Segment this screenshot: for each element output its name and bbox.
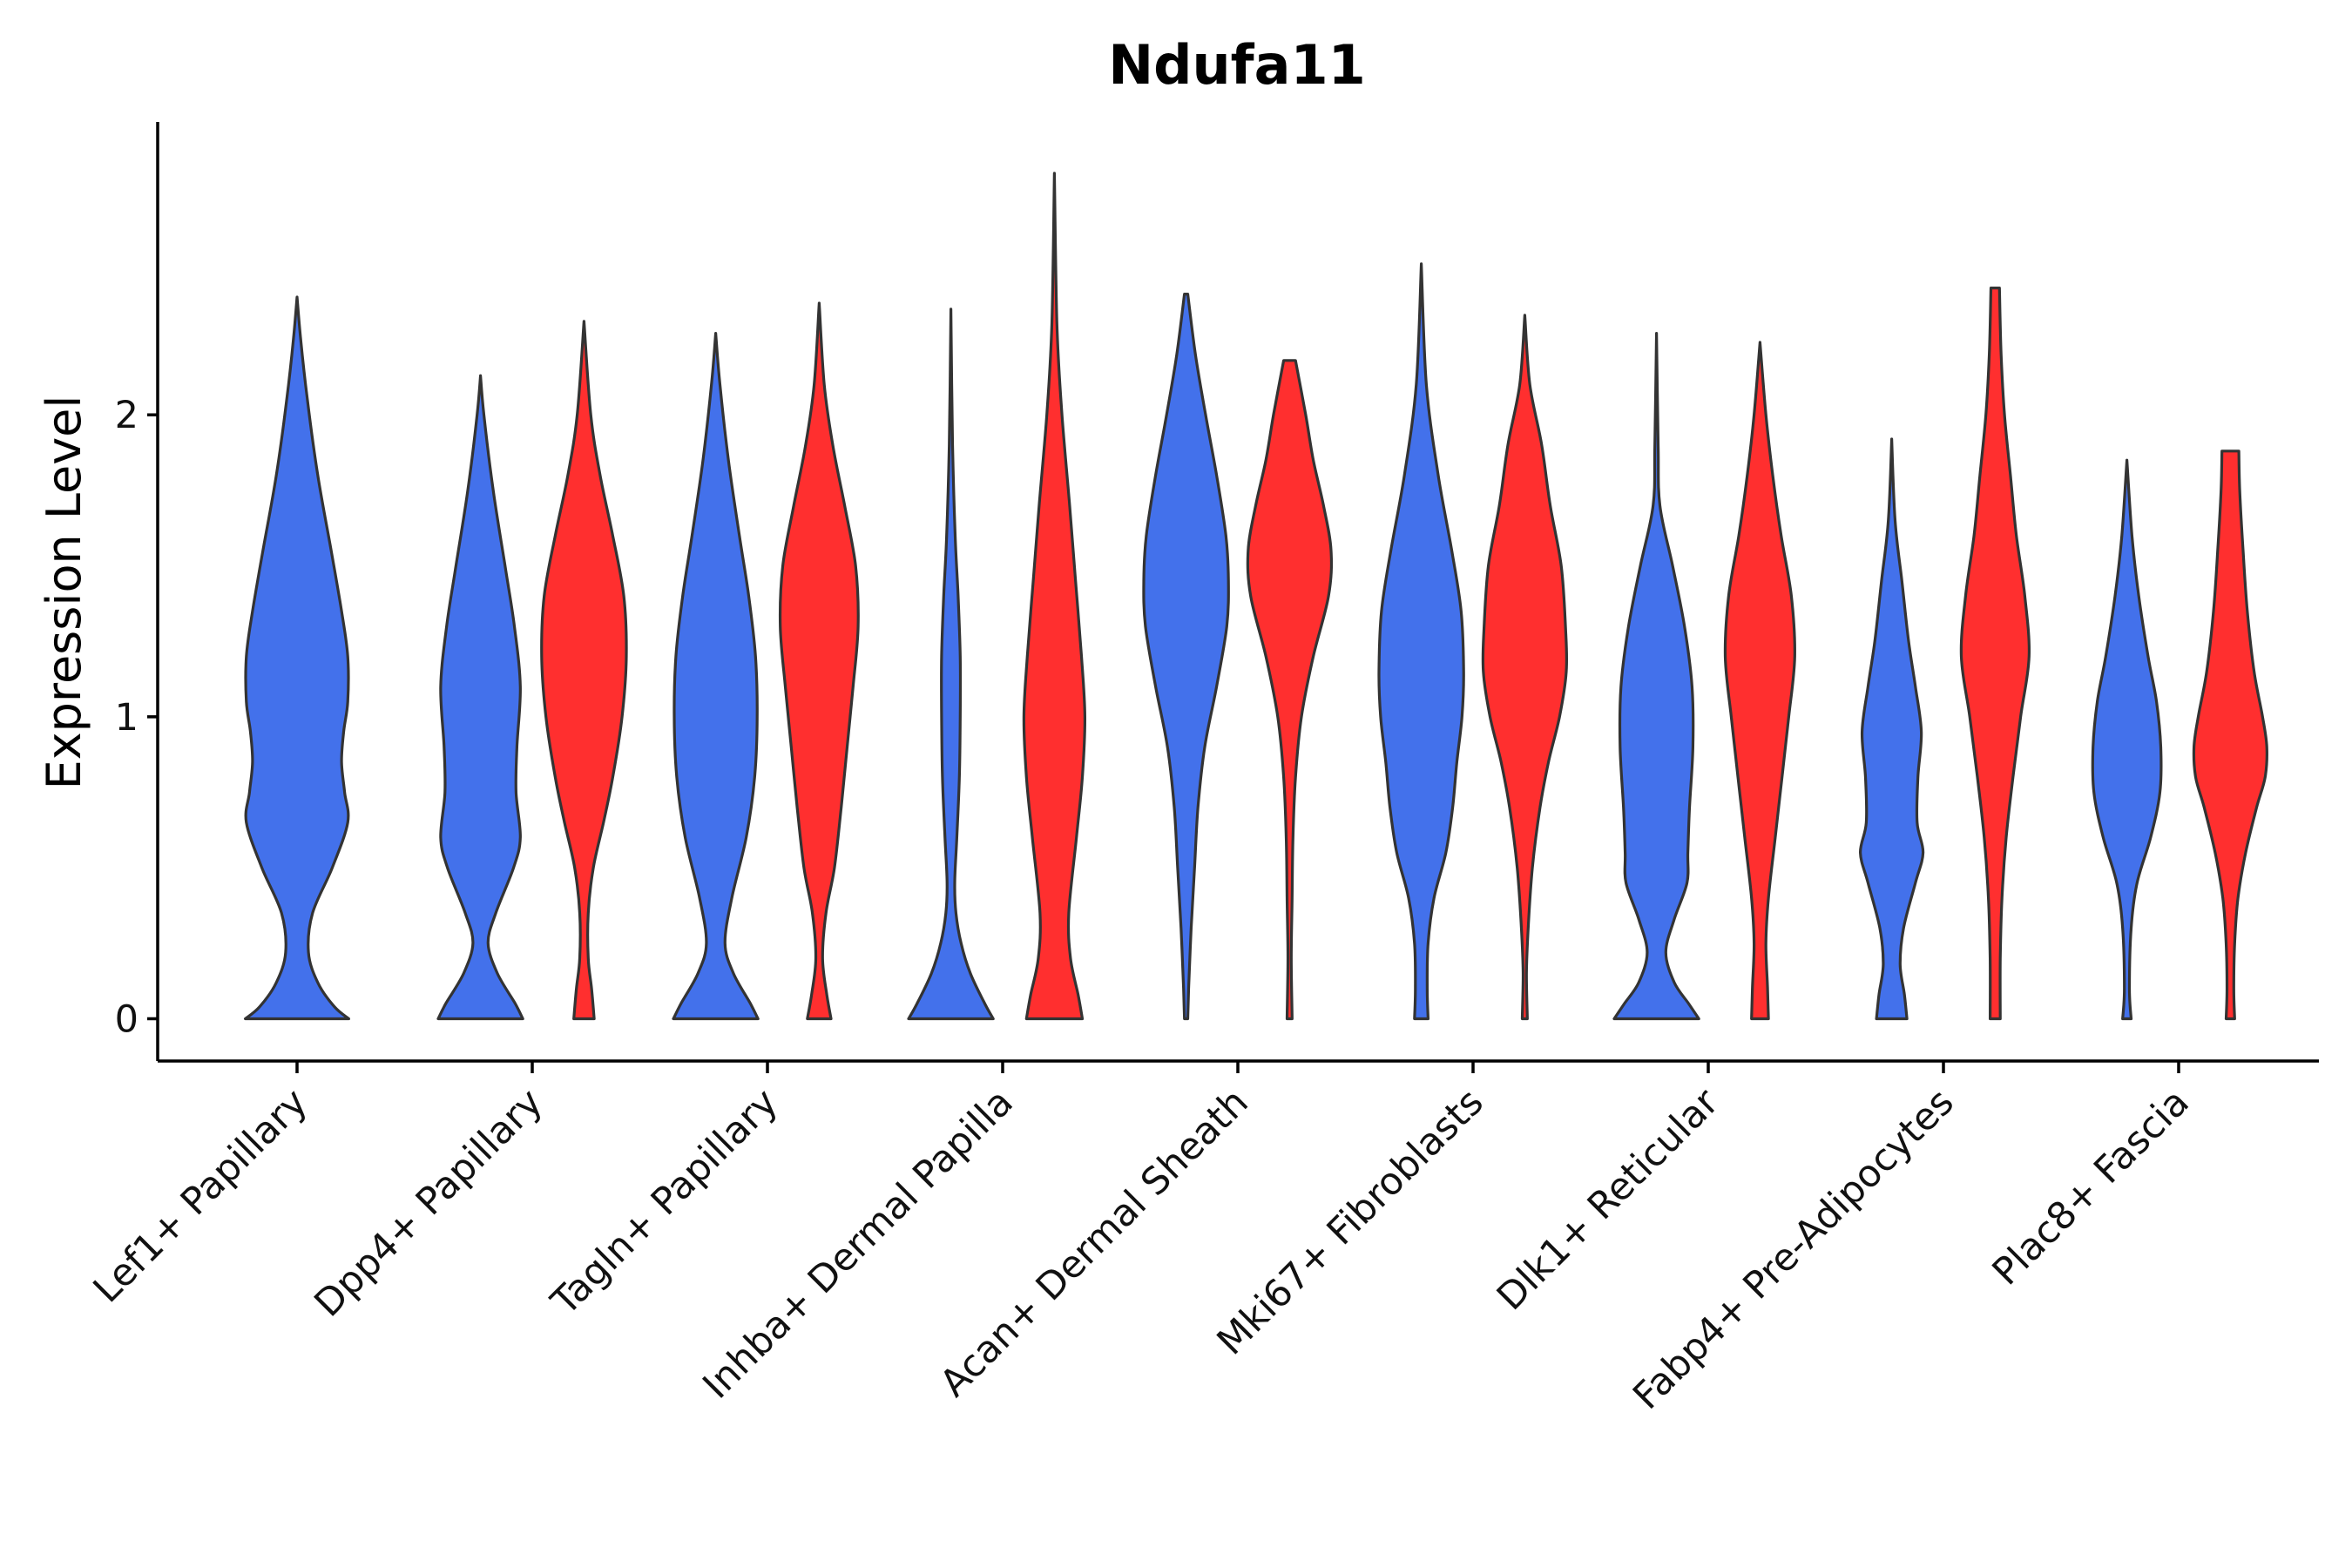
- violin-red: [778, 301, 860, 1021]
- y-tick-label: 1: [115, 696, 139, 740]
- violin-blue: [672, 332, 760, 1021]
- violin-red: [2192, 449, 2268, 1021]
- violin-blue: [1142, 293, 1230, 1021]
- y-axis-title: Expression Level: [37, 395, 91, 790]
- violin-blue: [907, 308, 995, 1021]
- y-tick-label: 2: [115, 394, 139, 437]
- violin-red: [1723, 341, 1796, 1021]
- x-tick-label: Lef1+ Papillary: [85, 1080, 316, 1311]
- violin-blue: [436, 374, 524, 1021]
- y-ticks: 0 1 2: [115, 394, 158, 1041]
- x-tick-label: Dlk1+ Reticular: [1489, 1080, 1727, 1319]
- violin-blue: [1612, 332, 1700, 1021]
- violin-blue: [1377, 262, 1465, 1021]
- violin-group: [244, 172, 2268, 1021]
- violin-blue: [1858, 437, 1925, 1021]
- violin-blue: [2091, 458, 2163, 1021]
- violin-red: [1959, 287, 2031, 1021]
- x-tick-label: Tagln+ Papillary: [543, 1080, 787, 1324]
- chart-title: Ndufa11: [1108, 33, 1366, 97]
- violin-blue: [244, 295, 350, 1021]
- violin-red: [540, 320, 628, 1021]
- violin-red: [1246, 359, 1334, 1021]
- x-tick-label: Dpp4+ Papillary: [307, 1080, 551, 1325]
- violin-red: [1481, 314, 1569, 1021]
- violin-red: [1022, 172, 1087, 1021]
- x-tick-label: Plac8+ Fascia: [1984, 1080, 2198, 1294]
- y-tick-label: 0: [115, 997, 139, 1041]
- x-tick-label: Mki67+ Fibroblasts: [1209, 1080, 1492, 1363]
